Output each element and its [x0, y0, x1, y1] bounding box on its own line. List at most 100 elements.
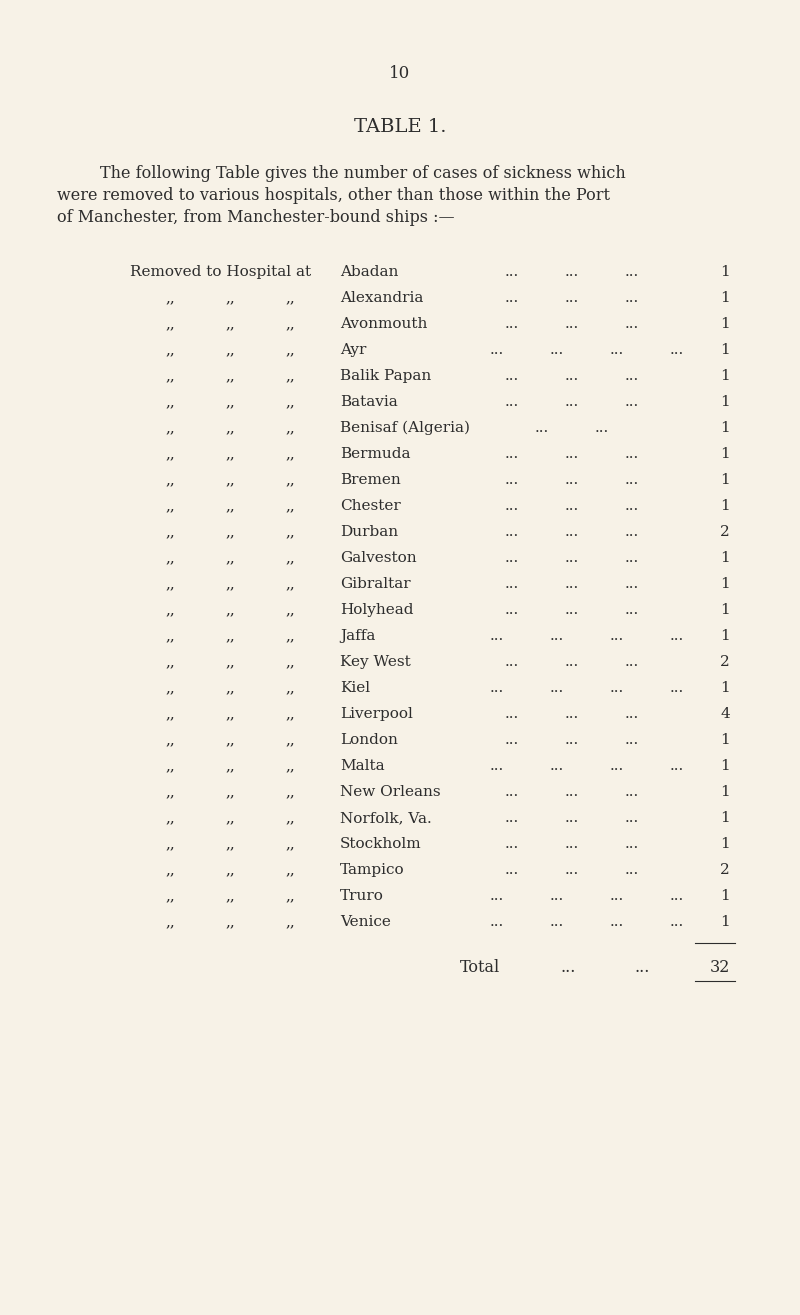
Text: 1: 1	[720, 291, 730, 305]
Text: ...: ...	[550, 759, 564, 773]
Text: ,,: ,,	[165, 915, 174, 928]
Text: ...: ...	[635, 959, 650, 976]
Text: ...: ...	[505, 370, 519, 383]
Text: ,,: ,,	[285, 759, 294, 773]
Text: The following Table gives the number of cases of sickness which: The following Table gives the number of …	[100, 164, 626, 181]
Text: ,,: ,,	[225, 317, 234, 331]
Text: ,,: ,,	[165, 577, 174, 590]
Text: of Manchester, from Manchester-bound ships :—: of Manchester, from Manchester-bound shi…	[57, 209, 454, 226]
Text: ,,: ,,	[225, 863, 234, 877]
Text: ...: ...	[625, 447, 639, 462]
Text: ...: ...	[625, 811, 639, 825]
Text: 1: 1	[720, 370, 730, 383]
Text: 1: 1	[720, 785, 730, 800]
Text: ...: ...	[625, 394, 639, 409]
Text: ,,: ,,	[285, 473, 294, 487]
Text: TABLE 1.: TABLE 1.	[354, 118, 446, 135]
Text: ...: ...	[565, 317, 579, 331]
Text: ,,: ,,	[285, 370, 294, 383]
Text: 1: 1	[720, 266, 730, 279]
Text: Benisaf (Algeria): Benisaf (Algeria)	[340, 421, 470, 435]
Text: ...: ...	[565, 498, 579, 513]
Text: Jaffa: Jaffa	[340, 629, 375, 643]
Text: Avonmouth: Avonmouth	[340, 317, 427, 331]
Text: ,,: ,,	[285, 525, 294, 539]
Text: ,,: ,,	[225, 394, 234, 409]
Text: ,,: ,,	[225, 707, 234, 721]
Text: Norfolk, Va.: Norfolk, Va.	[340, 811, 432, 825]
Text: ...: ...	[625, 317, 639, 331]
Text: ,,: ,,	[285, 604, 294, 617]
Text: ...: ...	[505, 394, 519, 409]
Text: ,,: ,,	[225, 447, 234, 462]
Text: ...: ...	[625, 838, 639, 851]
Text: 2: 2	[720, 525, 730, 539]
Text: ...: ...	[505, 604, 519, 617]
Text: ,,: ,,	[165, 655, 174, 669]
Text: ,,: ,,	[165, 421, 174, 435]
Text: ...: ...	[505, 811, 519, 825]
Text: ...: ...	[565, 655, 579, 669]
Text: Balik Papan: Balik Papan	[340, 370, 431, 383]
Text: Batavia: Batavia	[340, 394, 398, 409]
Text: ,,: ,,	[285, 863, 294, 877]
Text: ...: ...	[565, 811, 579, 825]
Text: ...: ...	[670, 889, 684, 903]
Text: Holyhead: Holyhead	[340, 604, 414, 617]
Text: ...: ...	[610, 889, 624, 903]
Text: ,,: ,,	[165, 473, 174, 487]
Text: ...: ...	[625, 291, 639, 305]
Text: ...: ...	[505, 473, 519, 487]
Text: ...: ...	[505, 863, 519, 877]
Text: ,,: ,,	[165, 317, 174, 331]
Text: 1: 1	[720, 889, 730, 903]
Text: ...: ...	[505, 266, 519, 279]
Text: ...: ...	[550, 889, 564, 903]
Text: ,,: ,,	[225, 551, 234, 565]
Text: 1: 1	[720, 421, 730, 435]
Text: ...: ...	[625, 266, 639, 279]
Text: ,,: ,,	[285, 681, 294, 696]
Text: ...: ...	[505, 785, 519, 800]
Text: ,,: ,,	[285, 291, 294, 305]
Text: 1: 1	[720, 681, 730, 696]
Text: ,,: ,,	[165, 551, 174, 565]
Text: ...: ...	[550, 343, 564, 356]
Text: ,,: ,,	[285, 889, 294, 903]
Text: ,,: ,,	[285, 785, 294, 800]
Text: ...: ...	[625, 732, 639, 747]
Text: 2: 2	[720, 655, 730, 669]
Text: ...: ...	[565, 473, 579, 487]
Text: 1: 1	[720, 915, 730, 928]
Text: ...: ...	[490, 759, 504, 773]
Text: ,,: ,,	[165, 370, 174, 383]
Text: ...: ...	[625, 498, 639, 513]
Text: ...: ...	[625, 473, 639, 487]
Text: ...: ...	[535, 421, 550, 435]
Text: Tampico: Tampico	[340, 863, 405, 877]
Text: 1: 1	[720, 838, 730, 851]
Text: 1: 1	[720, 604, 730, 617]
Text: Kiel: Kiel	[340, 681, 370, 696]
Text: ,,: ,,	[285, 629, 294, 643]
Text: ,,: ,,	[165, 785, 174, 800]
Text: Durban: Durban	[340, 525, 398, 539]
Text: ...: ...	[505, 447, 519, 462]
Text: ...: ...	[565, 291, 579, 305]
Text: ...: ...	[610, 343, 624, 356]
Text: ,,: ,,	[165, 863, 174, 877]
Text: 10: 10	[390, 64, 410, 82]
Text: ...: ...	[505, 655, 519, 669]
Text: ,,: ,,	[165, 604, 174, 617]
Text: ...: ...	[625, 655, 639, 669]
Text: ,,: ,,	[285, 915, 294, 928]
Text: ,,: ,,	[225, 655, 234, 669]
Text: ,,: ,,	[165, 525, 174, 539]
Text: ...: ...	[610, 915, 624, 928]
Text: ...: ...	[505, 525, 519, 539]
Text: Total: Total	[460, 959, 500, 976]
Text: ...: ...	[550, 681, 564, 696]
Text: ...: ...	[490, 889, 504, 903]
Text: ...: ...	[565, 525, 579, 539]
Text: ...: ...	[595, 421, 610, 435]
